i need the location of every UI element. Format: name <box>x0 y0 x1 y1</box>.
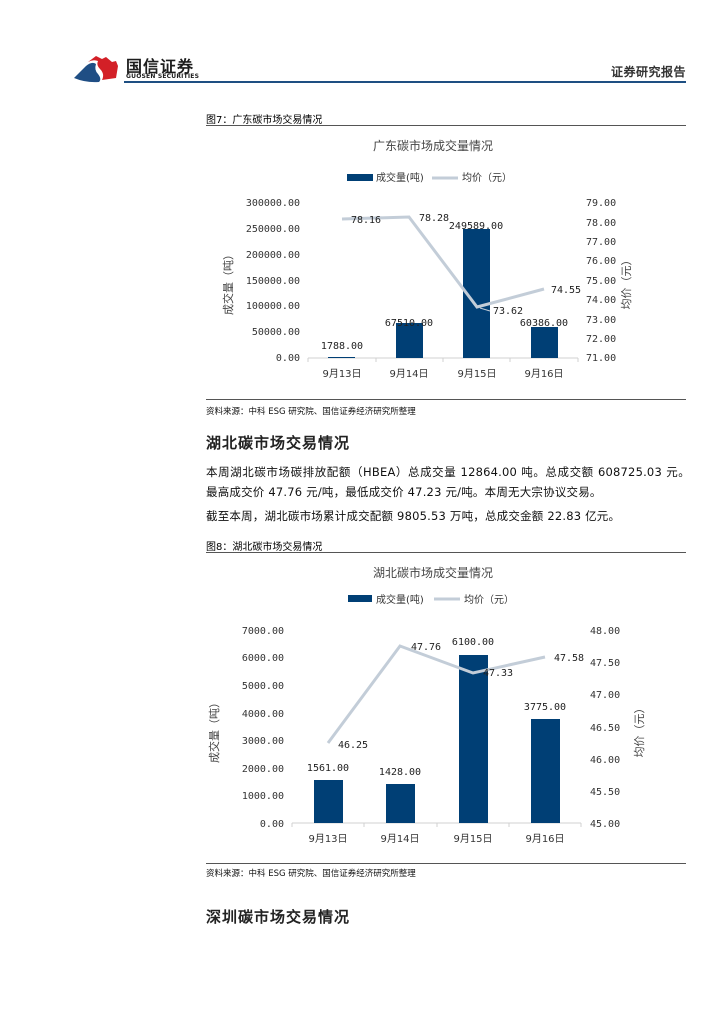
legend-bar-swatch <box>348 595 372 602</box>
svg-text:47.33: 47.33 <box>483 668 513 679</box>
svg-text:9月13日: 9月13日 <box>322 368 361 380</box>
svg-text:3775.00: 3775.00 <box>524 702 566 713</box>
svg-text:48.00: 48.00 <box>590 626 620 637</box>
svg-text:9月16日: 9月16日 <box>524 368 563 380</box>
svg-text:47.58: 47.58 <box>554 653 584 664</box>
x-axis-labels: 9月13日 9月14日 9月15日 9月16日 <box>322 368 563 380</box>
svg-text:46.00: 46.00 <box>590 755 620 766</box>
svg-text:5000.00: 5000.00 <box>242 681 284 692</box>
figure7-caption: 图7：广东碳市场交易情况 <box>206 115 323 126</box>
hubei-paragraph-1: 本周湖北碳市场碳排放配额（HBEA）总成交量 12864.00 吨。总成交额 6… <box>206 465 690 499</box>
svg-text:47.50: 47.50 <box>590 658 620 669</box>
shenzhen-section-heading: 深圳碳市场交易情况 <box>206 908 351 926</box>
figure7-bottom-rule <box>206 399 686 400</box>
left-axis-label: 成交量（吨） <box>207 697 221 763</box>
svg-text:3000.00: 3000.00 <box>242 736 284 747</box>
svg-text:200000.00: 200000.00 <box>246 250 300 261</box>
svg-text:0.00: 0.00 <box>276 353 300 364</box>
figure8-source: 资料来源：中科 ESG 研究院、国信证券经济研究所整理 <box>206 869 416 879</box>
document-type-label: 证券研究报告 <box>610 65 686 79</box>
svg-text:47.00: 47.00 <box>590 690 620 701</box>
svg-text:46.25: 46.25 <box>338 740 368 751</box>
figure7-caption-rule <box>206 125 686 126</box>
avg-price-line <box>326 644 546 744</box>
left-axis-ticks: 0.00 50000.00 100000.00 150000.00 200000… <box>246 198 300 364</box>
figure8-caption-rule <box>206 552 686 553</box>
brand-name-en: GUOSEN SECURITIES <box>126 73 200 80</box>
svg-text:76.00: 76.00 <box>586 256 616 267</box>
svg-text:72.00: 72.00 <box>586 334 616 345</box>
guangdong-chart: 广东碳市场成交量情况 成交量(吨) 均价（元） 0.00 50000.00 10… <box>221 138 633 380</box>
chart-title: 广东碳市场成交量情况 <box>373 138 493 153</box>
svg-text:73.00: 73.00 <box>586 315 616 326</box>
svg-text:1561.00: 1561.00 <box>307 763 349 774</box>
svg-text:45.00: 45.00 <box>590 819 620 830</box>
svg-text:9月15日: 9月15日 <box>453 833 492 845</box>
hubei-paragraph-2: 截至本周，湖北碳市场累计成交配额 9805.53 万吨，总成交金额 22.83 … <box>206 509 621 523</box>
svg-text:2000.00: 2000.00 <box>242 764 284 775</box>
svg-text:250000.00: 250000.00 <box>246 224 300 235</box>
legend-line-label: 均价（元） <box>462 172 512 184</box>
avg-price-line <box>341 215 545 309</box>
svg-text:50000.00: 50000.00 <box>252 327 300 338</box>
hubei-section-heading: 湖北碳市场交易情况 <box>206 434 351 452</box>
svg-text:73.62: 73.62 <box>493 306 523 317</box>
svg-text:4000.00: 4000.00 <box>242 709 284 720</box>
svg-text:100000.00: 100000.00 <box>246 301 300 312</box>
svg-text:6100.00: 6100.00 <box>452 637 494 648</box>
hubei-chart: 湖北碳市场成交量情况 成交量(吨) 均价（元） 0.00 1000.00 200… <box>207 565 646 845</box>
svg-text:150000.00: 150000.00 <box>246 276 300 287</box>
svg-text:71.00: 71.00 <box>586 353 616 364</box>
legend-line-label: 均价（元） <box>464 594 514 606</box>
right-axis-ticks: 45.00 45.50 46.00 46.50 47.00 47.50 48.0… <box>590 626 620 830</box>
legend-bar-label: 成交量(吨) <box>376 171 424 184</box>
svg-text:1428.00: 1428.00 <box>379 767 421 778</box>
svg-text:78.16: 78.16 <box>351 215 381 226</box>
svg-text:77.00: 77.00 <box>586 237 616 248</box>
svg-text:47.76: 47.76 <box>411 642 441 653</box>
svg-text:78.00: 78.00 <box>586 218 616 229</box>
svg-text:9月13日: 9月13日 <box>308 833 347 845</box>
brand-name-cn: 国信证券 <box>126 57 195 76</box>
svg-text:7000.00: 7000.00 <box>242 626 284 637</box>
svg-text:46.50: 46.50 <box>590 723 620 734</box>
svg-text:45.50: 45.50 <box>590 787 620 798</box>
left-axis-label: 成交量（吨） <box>221 249 235 315</box>
svg-text:60386.00: 60386.00 <box>520 318 568 329</box>
legend-bar-label: 成交量(吨) <box>376 593 424 606</box>
volume-bars <box>314 655 560 823</box>
svg-text:0.00: 0.00 <box>260 819 284 830</box>
chart-title: 湖北碳市场成交量情况 <box>373 565 493 580</box>
figure8-caption: 图8：湖北碳市场交易情况 <box>206 542 323 553</box>
svg-text:78.28: 78.28 <box>419 213 449 224</box>
right-axis-label: 均价（元） <box>633 703 646 758</box>
header-divider <box>124 81 686 83</box>
svg-text:249589.00: 249589.00 <box>449 221 503 232</box>
svg-text:75.00: 75.00 <box>586 276 616 287</box>
svg-text:79.00: 79.00 <box>586 198 616 209</box>
guosen-logo-icon <box>74 56 118 83</box>
svg-text:300000.00: 300000.00 <box>246 198 300 209</box>
svg-text:9月16日: 9月16日 <box>525 833 564 845</box>
svg-text:1000.00: 1000.00 <box>242 791 284 802</box>
x-axis-labels: 9月13日 9月14日 9月15日 9月16日 <box>308 833 564 845</box>
figure7-source: 资料来源：中科 ESG 研究院、国信证券经济研究所整理 <box>206 407 416 417</box>
svg-text:9月14日: 9月14日 <box>380 833 419 845</box>
right-axis-ticks: 71.00 72.00 73.00 74.00 75.00 76.00 77.0… <box>586 198 616 364</box>
svg-text:6000.00: 6000.00 <box>242 653 284 664</box>
svg-text:9月15日: 9月15日 <box>457 368 496 380</box>
svg-text:9月14日: 9月14日 <box>389 368 428 380</box>
legend-bar-swatch <box>347 174 373 181</box>
figure8-bottom-rule <box>206 863 686 864</box>
svg-text:74.55: 74.55 <box>551 285 581 296</box>
left-axis-ticks: 0.00 1000.00 2000.00 3000.00 4000.00 500… <box>242 626 284 830</box>
svg-text:67510.00: 67510.00 <box>385 318 433 329</box>
svg-text:74.00: 74.00 <box>586 295 616 306</box>
svg-text:1788.00: 1788.00 <box>321 341 363 352</box>
right-axis-label: 均价（元） <box>620 255 633 310</box>
